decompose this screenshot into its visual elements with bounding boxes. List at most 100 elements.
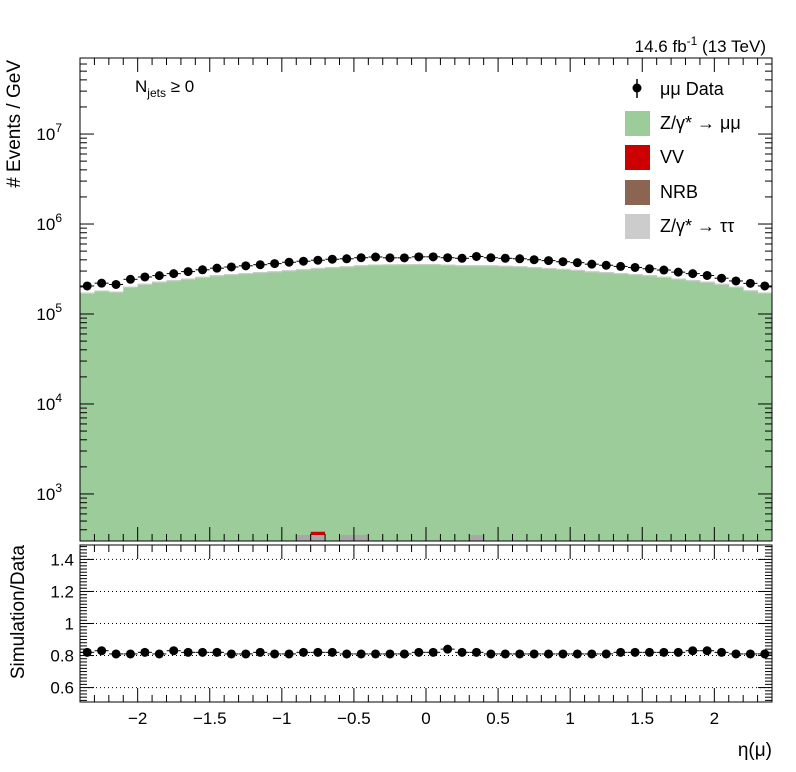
x-axis-title: η(μ) [738,740,772,761]
bar-dy-mumu [469,265,485,541]
bar-dy-tautau [757,292,773,294]
ratio-point [486,649,496,659]
bar-dy-mumu [512,266,528,541]
top-y-tick-label: 106 [36,211,62,234]
bar-vv-base [310,535,326,541]
data-point [529,255,539,265]
bar-dy-tautau [209,275,225,277]
bar-dy-tautau [253,272,268,274]
ratio-y-tick-label: 1.2 [50,582,74,601]
bar-dy-mumu [108,291,124,541]
bar-vv-base [353,535,369,541]
data-point [385,253,395,263]
legend-dy-tautau-swatch [625,214,650,239]
data-point [471,251,481,261]
data-point [226,262,236,272]
data-point [630,262,640,272]
legend-entry-vv: VV [625,145,684,170]
data-point [212,263,222,273]
bar-vv-base [296,535,311,541]
data-point [673,267,683,277]
legend-vv-label: VV [660,147,684,167]
bar-dy-mumu [80,292,95,541]
bar-dy-tautau [80,292,95,294]
legend-vv-swatch [625,145,650,170]
data-point [140,272,150,282]
legend-nrb-label: NRB [660,182,698,202]
data-point [544,256,554,266]
bar-dy-tautau [469,265,485,267]
bar-dy-mumu [368,264,384,541]
bar-dy-tautau [108,291,124,293]
bar-dy-tautau [714,283,730,285]
data-point [97,278,107,288]
x-tick-label: −2 [128,709,147,728]
ratio-point [630,647,640,657]
data-point [500,253,510,263]
x-tick-label: −1.5 [193,709,227,728]
bar-dy-tautau [671,278,686,280]
data-point [731,276,741,286]
data-point [414,252,424,262]
ratio-point [125,649,135,659]
bar-dy-mumu [483,265,499,541]
ratio-point [226,649,236,659]
bar-dy-mumu [325,266,340,541]
x-tick-label: 0 [421,709,430,728]
ratio-point [356,649,366,659]
bar-dy-mumu [224,274,239,541]
ratio-point [428,647,438,657]
bar-dy-mumu [94,290,110,541]
bar-dy-tautau [94,290,110,292]
legend-entry-data: μμ Data [632,79,725,99]
top-data-points [80,251,772,291]
legend-dy-mumu-label: Z/γ* → μμ [660,113,741,133]
ratio-point [82,647,92,657]
data-point [111,279,121,289]
legend-entry-dy-mumu: Z/γ* → μμ [625,111,741,136]
bar-dy-mumu [310,267,326,541]
bar-dy-tautau [526,266,542,269]
bar-dy-mumu [526,266,542,541]
ratio-point [529,649,539,659]
bar-dy-tautau [267,271,283,273]
bar-dy-tautau [584,271,600,273]
bar-dy-tautau [411,264,427,266]
top-y-tick-label: 105 [36,301,62,324]
ratio-point [97,646,107,656]
bar-dy-tautau [382,264,398,266]
ratio-point [342,649,352,659]
bar-dy-mumu [382,264,398,541]
ratio-point [183,647,193,657]
top-y-tick-label: 104 [36,391,62,414]
legend-entry-nrb: NRB [625,180,698,205]
ratio-point [760,649,770,659]
ratio-point [241,649,251,659]
ratio-y-tick-label: 0.8 [50,647,74,666]
bar-dy-tautau [310,267,326,270]
bar-dy-tautau [224,274,239,276]
lumi-label: 14.6 fb-1 (13 TeV) [635,34,766,56]
ratio-point [255,647,265,657]
bar-dy-mumu [599,272,614,541]
ratio-point [587,649,597,659]
ratio-point [702,646,712,656]
data-point [241,261,251,271]
ratio-point [500,649,510,659]
bar-dy-mumu [238,273,254,541]
bar-dy-tautau [440,264,456,266]
bar-dy-tautau [281,270,297,272]
data-point [644,264,654,274]
bar-dy-mumu [296,269,312,541]
bar-dy-mumu [253,272,268,541]
data-point [443,253,453,263]
legend-dy-tautau-label: Z/γ* → ττ [660,216,734,236]
data-point [284,257,294,267]
bar-dy-tautau [728,286,744,288]
data-point [745,278,755,288]
bar-dy-mumu [152,281,167,541]
data-point [371,252,381,262]
ratio-point [572,649,582,659]
ratio-point [270,649,280,659]
data-point [399,253,409,263]
